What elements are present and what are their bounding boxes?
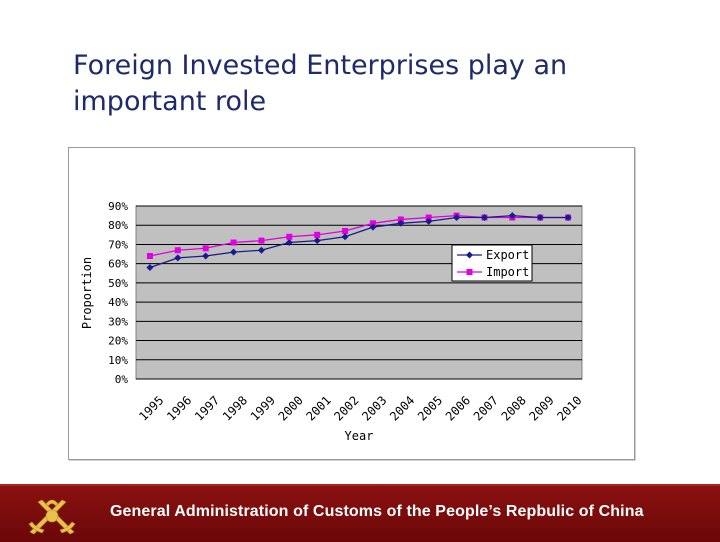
x-tick-label: 2006 — [443, 393, 473, 423]
x-tick-label: 2005 — [415, 393, 445, 423]
series-line-export — [149, 214, 569, 269]
data-point-import — [258, 237, 265, 244]
y-tick-label: 50% — [108, 277, 128, 290]
y-tick-label: 0% — [115, 373, 129, 386]
data-point-import — [202, 245, 209, 252]
x-tick-label: 1997 — [192, 393, 222, 423]
data-point-import — [397, 216, 404, 223]
data-point-export — [174, 254, 182, 262]
data-point-export — [425, 217, 433, 225]
x-tick-label: 2000 — [276, 393, 306, 423]
x-axis-label: Year — [345, 429, 374, 443]
data-point-export — [480, 214, 488, 222]
data-point-import — [146, 252, 153, 259]
data-point-import — [369, 220, 376, 227]
data-point-export — [230, 248, 238, 256]
customs-emblem-icon — [28, 499, 76, 535]
y-tick-label: 70% — [108, 238, 128, 251]
footer-bar: General Administration of Customs of the… — [0, 484, 720, 542]
legend-marker-export — [466, 251, 473, 259]
chart-frame: 0% 10% 20% 30% 40% 50% 60% 70% 80% 90% 1995 1996 199… — [68, 147, 635, 460]
line-chart: 0%10%20%30%40%50%60%70%80%90%19951996199… — [80, 200, 585, 443]
data-point-export — [536, 214, 544, 222]
y-tick-label: 10% — [108, 354, 128, 367]
x-tick-label: 2007 — [471, 393, 501, 423]
data-point-import — [425, 214, 432, 221]
data-point-import — [342, 227, 349, 234]
data-point-export — [146, 264, 154, 272]
plot-area — [135, 205, 583, 380]
footer-text: General Administration of Customs of the… — [110, 503, 644, 520]
legend-box — [451, 244, 533, 282]
data-point-import — [174, 247, 181, 254]
x-tick-label: 1999 — [248, 393, 278, 423]
data-point-export — [257, 246, 265, 254]
data-point-export — [564, 214, 572, 222]
x-tick-label: 2009 — [526, 393, 556, 423]
data-point-export — [285, 239, 293, 247]
x-tick-label: 2003 — [359, 393, 389, 423]
data-point-export — [202, 252, 210, 260]
x-tick-label: 2002 — [331, 393, 361, 423]
series-line-import — [149, 214, 569, 257]
legend-label-import: Import — [486, 265, 529, 279]
data-point-export — [369, 223, 377, 231]
x-tick-label: 1995 — [136, 393, 166, 423]
legend-label-export: Export — [486, 248, 529, 262]
slide-title: Foreign Invested Enterprises play an imp… — [73, 50, 568, 117]
y-tick-label: 30% — [108, 315, 128, 328]
data-point-import — [230, 239, 237, 246]
y-axis-label: Proportion — [80, 257, 94, 329]
data-point-export — [508, 212, 516, 220]
y-tick-label: 80% — [108, 219, 128, 232]
x-tick-label: 1998 — [220, 393, 250, 423]
data-point-export — [341, 233, 349, 241]
data-point-export — [397, 219, 405, 227]
x-tick-label: 1996 — [164, 393, 194, 423]
y-tick-label: 40% — [108, 296, 128, 309]
x-tick-label: 2004 — [387, 393, 417, 423]
data-point-import — [314, 231, 321, 238]
y-tick-label: 20% — [108, 335, 128, 348]
x-tick-label: 2010 — [554, 393, 584, 423]
data-point-import — [286, 233, 293, 240]
x-tick-label: 2001 — [303, 393, 333, 423]
data-point-export — [453, 214, 461, 222]
legend-marker-import — [466, 269, 473, 275]
x-tick-label: 2008 — [499, 393, 529, 423]
data-point-export — [313, 237, 321, 245]
y-tick-label: 60% — [108, 258, 128, 271]
y-tick-label: 90% — [108, 200, 128, 213]
